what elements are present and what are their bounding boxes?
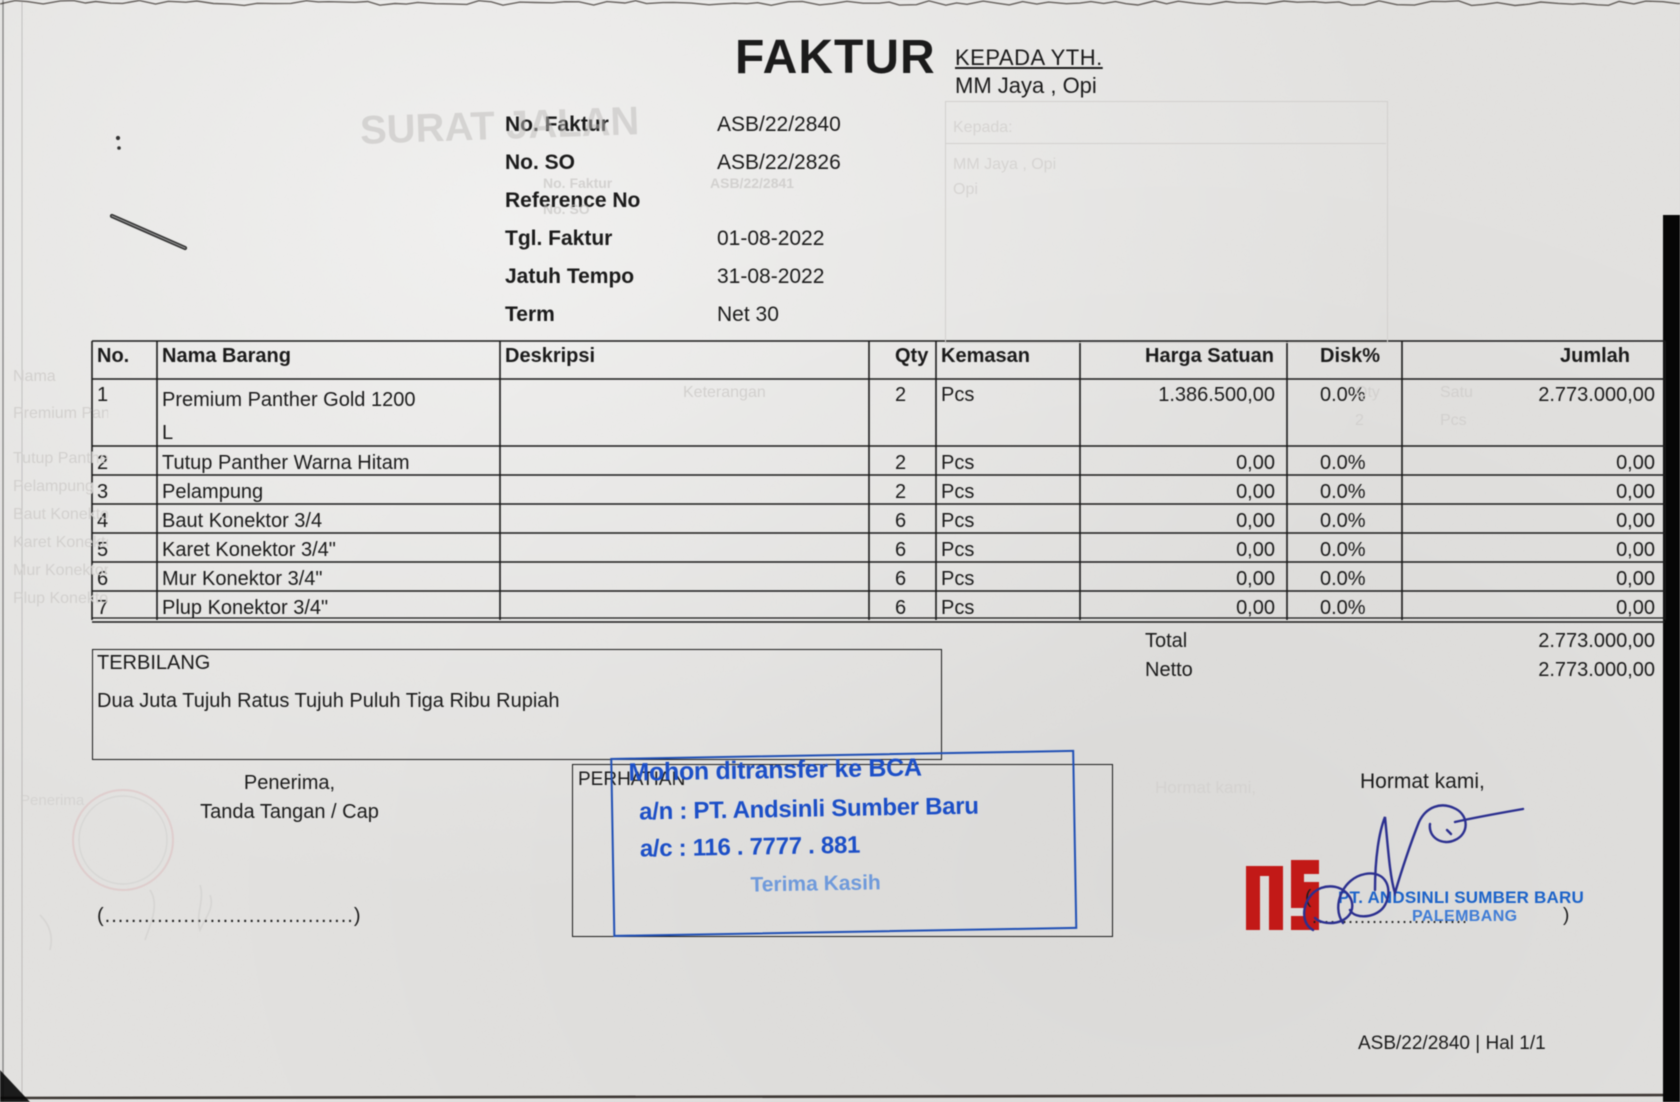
- svg-text:Penerima: Penerima: [20, 792, 85, 809]
